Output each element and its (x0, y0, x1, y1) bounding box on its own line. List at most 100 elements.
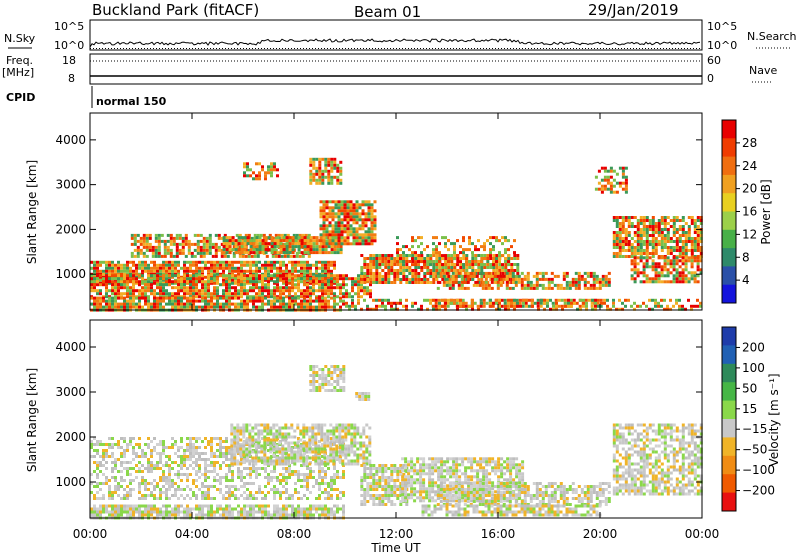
velocity-echo-cell (93, 437, 96, 440)
power-echo-cell (132, 283, 135, 287)
power-echo-cell (444, 301, 447, 305)
velocity-echo-cell (219, 437, 222, 440)
power-echo-cell (328, 239, 332, 243)
power-echo-cell (129, 275, 132, 279)
power-echo-cell (138, 274, 141, 278)
power-echo-cell (592, 283, 596, 287)
power-echo-cell (243, 283, 246, 287)
power-echo-cell (546, 304, 549, 308)
velocity-echo-cell (150, 464, 153, 467)
power-echo-cell (90, 274, 93, 278)
power-echo-cell (590, 301, 594, 305)
power-echo-cell (180, 286, 183, 290)
power-echo-cell (267, 260, 270, 264)
power-echo-cell (624, 184, 628, 188)
velocity-echo-cell (96, 467, 99, 470)
power-echo-cell (132, 269, 135, 273)
power-echo-cell (126, 302, 129, 306)
power-echo-cell (453, 254, 457, 257)
power-echo-cell (480, 260, 483, 264)
power-echo-cell (219, 302, 222, 306)
power-echo-cell (145, 248, 149, 252)
power-echo-cell (393, 275, 397, 278)
power-echo-cell (159, 277, 162, 281)
power-echo-cell (231, 260, 234, 264)
velocity-echo-cell (195, 437, 198, 440)
power-echo-cell (175, 245, 179, 249)
power-echo-cell (633, 249, 637, 252)
power-echo-cell (444, 236, 447, 240)
power-echo-cell (438, 269, 442, 272)
power-echo-cell (669, 262, 673, 266)
power-echo-cell (111, 260, 114, 264)
power-echo-cell (340, 203, 344, 207)
power-echo-cell (108, 302, 111, 306)
power-echo-cell (642, 216, 646, 219)
power-echo-cell (192, 286, 195, 290)
velocity-echo-cell (291, 497, 294, 500)
power-echo-cell (306, 269, 309, 273)
power-echo-cell (343, 200, 347, 204)
power-echo-cell (204, 296, 207, 300)
power-echo-cell (273, 266, 276, 270)
velocity-echo-cell (126, 491, 129, 494)
power-echo-cell (189, 266, 192, 270)
power-echo-cell (538, 283, 542, 287)
power-echo-cell (145, 242, 149, 246)
power-echo-cell (249, 274, 252, 278)
power-echo-cell (336, 245, 340, 249)
power-echo-cell (657, 225, 661, 228)
power-echo-cell (369, 272, 373, 275)
velocity-echo-cell (168, 476, 171, 479)
power-echo-cell (291, 305, 294, 309)
power-echo-cell (180, 266, 183, 270)
velocity-echo-cell (186, 473, 189, 476)
power-echo-cell (318, 251, 322, 255)
power-echo-cell (463, 274, 467, 278)
power-echo-cell (201, 296, 204, 300)
velocity-echo-cell (171, 494, 174, 497)
power-echo-cell (333, 245, 337, 249)
power-echo-cell (567, 301, 570, 305)
power-echo-cell (181, 248, 185, 252)
velocity-echo-cell (321, 482, 324, 485)
velocity-echo-cell (141, 479, 144, 482)
power-echo-cell (270, 263, 273, 267)
power-echo-cell (195, 274, 198, 278)
power-echo-cell (306, 283, 309, 287)
power-echo-cell (261, 165, 264, 169)
power-echo-cell (174, 274, 177, 278)
power-echo-cell (375, 260, 379, 263)
power-echo-cell (243, 277, 246, 281)
power-echo-cell (405, 307, 408, 311)
power-echo-cell (330, 175, 334, 179)
power-echo-cell (490, 274, 494, 278)
power-echo-cell (300, 299, 303, 303)
power-echo-cell (286, 233, 290, 237)
power-echo-cell (364, 230, 368, 234)
power-echo-cell (669, 271, 673, 275)
power-echo-cell (456, 254, 459, 258)
power-echo-cell (282, 239, 286, 243)
velocity-echo-cell (126, 449, 129, 452)
power-echo-cell (237, 236, 241, 240)
freq-tick-top: 18 (62, 54, 76, 67)
power-echo-cell (207, 295, 210, 299)
power-echo-cell (642, 274, 646, 278)
power-echo-cell (516, 272, 520, 275)
power-echo-cell (282, 281, 285, 285)
power-echo-cell (306, 248, 310, 252)
power-echo-cell (279, 275, 282, 279)
power-echo-cell (358, 215, 362, 219)
power-echo-cell (108, 269, 111, 273)
velocity-echo-cell (195, 458, 198, 461)
power-echo-cell (408, 254, 411, 258)
power-echo-cell (180, 283, 183, 287)
power-echo-cell (205, 242, 209, 246)
power-echo-cell (337, 233, 341, 237)
power-echo-cell (364, 218, 368, 222)
power-echo-cell (621, 181, 625, 185)
power-echo-cell (364, 224, 368, 228)
power-echo-cell (648, 219, 652, 222)
power-echo-cell (283, 242, 287, 246)
